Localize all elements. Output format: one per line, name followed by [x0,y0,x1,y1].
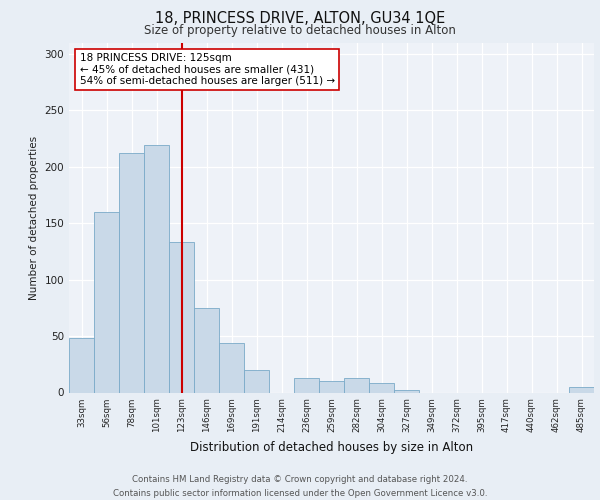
Bar [169,242,194,392]
Bar [569,387,594,392]
Bar [244,370,269,392]
Bar [344,378,369,392]
Text: Size of property relative to detached houses in Alton: Size of property relative to detached ho… [144,24,456,37]
Text: Contains HM Land Registry data © Crown copyright and database right 2024.
Contai: Contains HM Land Registry data © Crown c… [113,476,487,498]
Text: 18 PRINCESS DRIVE: 125sqm
← 45% of detached houses are smaller (431)
54% of semi: 18 PRINCESS DRIVE: 125sqm ← 45% of detac… [79,53,335,86]
X-axis label: Distribution of detached houses by size in Alton: Distribution of detached houses by size … [190,440,473,454]
Y-axis label: Number of detached properties: Number of detached properties [29,136,39,300]
Bar [194,308,219,392]
Bar [369,384,394,392]
Bar [94,212,119,392]
Bar [119,153,144,392]
Bar [219,343,244,392]
Bar [294,378,319,392]
Bar [144,145,169,392]
Text: 18, PRINCESS DRIVE, ALTON, GU34 1QE: 18, PRINCESS DRIVE, ALTON, GU34 1QE [155,11,445,26]
Bar [69,338,94,392]
Bar [319,381,344,392]
Bar [394,390,419,392]
